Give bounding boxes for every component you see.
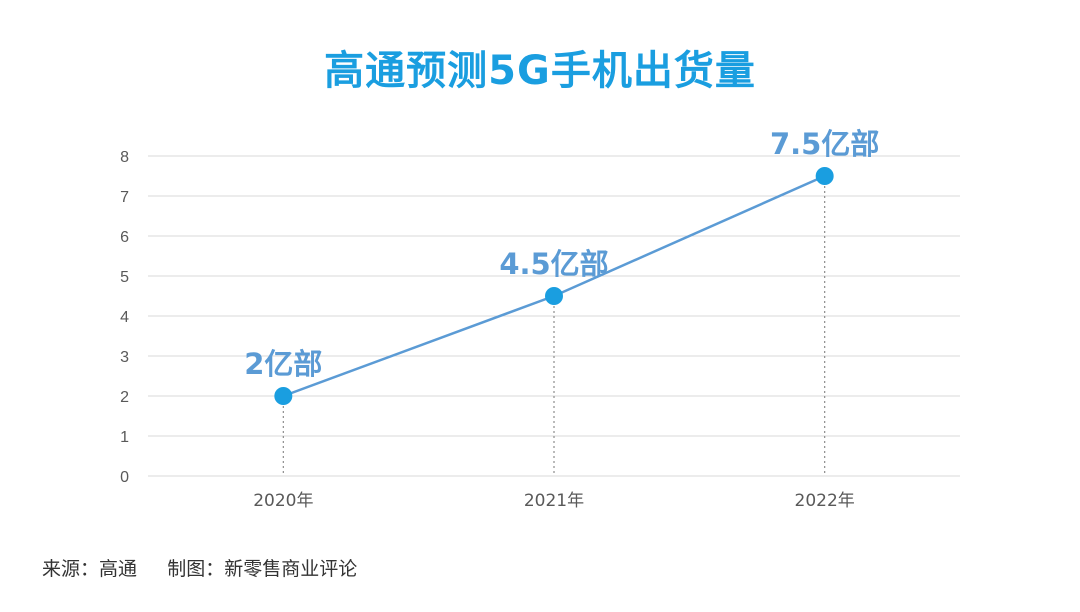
chart-title: 高通预测5G手机出货量 [324, 48, 756, 94]
x-tick-label: 2022年 [795, 491, 855, 511]
y-tick-label: 0 [120, 469, 129, 486]
data-point [545, 287, 563, 305]
y-tick-label: 2 [120, 389, 129, 406]
y-tick-label: 7 [120, 189, 129, 206]
data-label: 4.5亿部 [499, 247, 608, 281]
data-label: 7.5亿部 [770, 127, 879, 161]
data-point [815, 167, 834, 185]
drop-lines [282, 176, 826, 476]
y-tick-label: 4 [120, 309, 129, 326]
data-label: 2亿部 [244, 347, 322, 381]
source-footer: 来源：高通 制图：新零售商业评论 [42, 558, 358, 580]
y-tick-label: 8 [120, 149, 129, 166]
x-tick-label: 2020年 [253, 491, 313, 511]
y-tick-label: 1 [120, 429, 129, 446]
data-markers [274, 167, 834, 405]
y-axis-ticks: 0 1 2 3 4 5 6 7 8 [120, 149, 129, 486]
y-tick-label: 6 [120, 229, 129, 246]
x-axis-ticks: 2020年 2021年 2022年 [253, 491, 855, 511]
y-tick-label: 3 [120, 349, 129, 366]
y-tick-label: 5 [120, 269, 129, 286]
x-tick-label: 2021年 [524, 491, 584, 511]
data-point [274, 387, 293, 405]
data-labels: 2亿部 4.5亿部 7.5亿部 [244, 127, 879, 381]
